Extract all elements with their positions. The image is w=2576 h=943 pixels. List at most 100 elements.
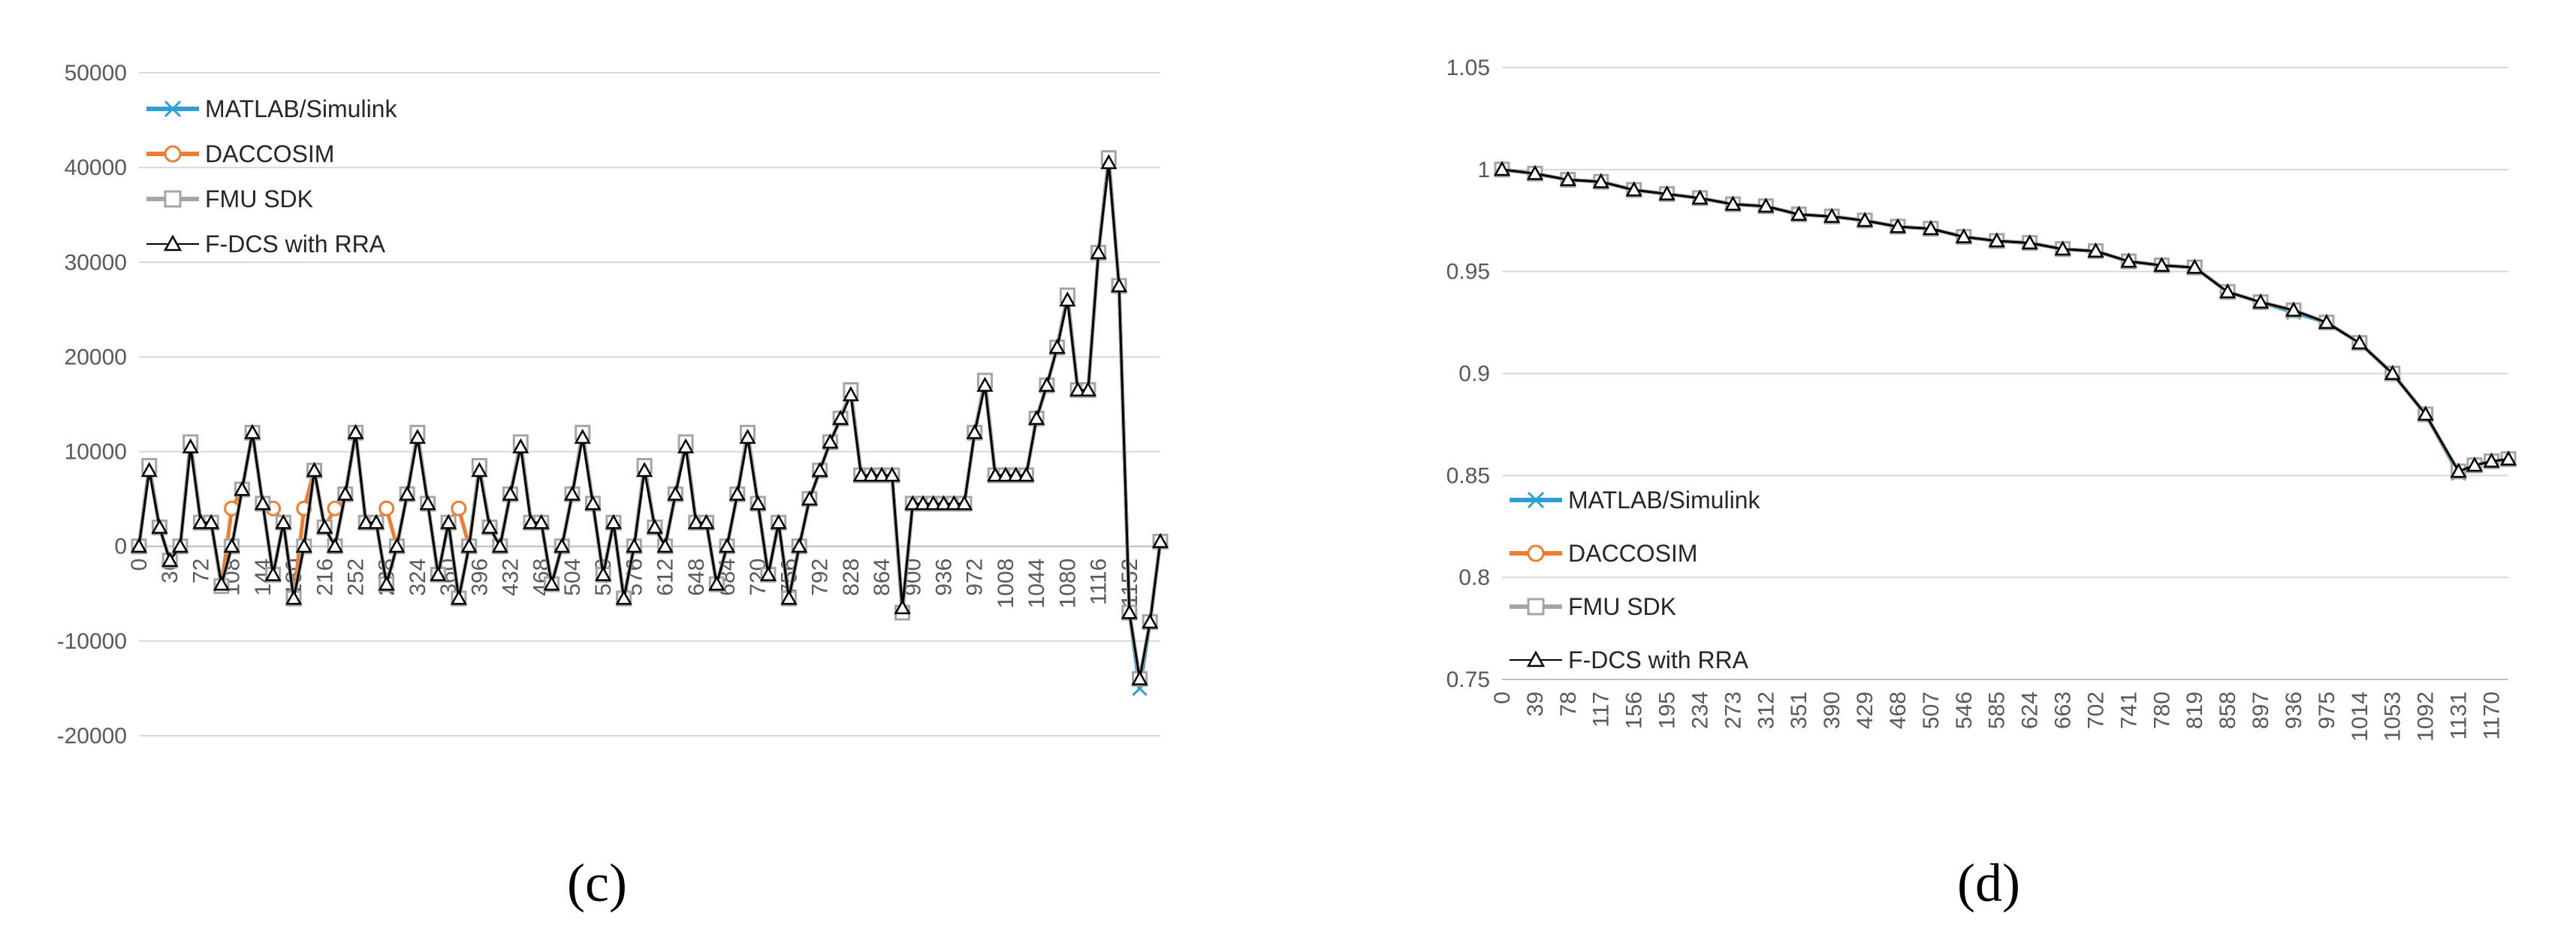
x-tick-label: 828 xyxy=(839,559,864,596)
legend-marker xyxy=(1527,544,1545,562)
data-point xyxy=(976,376,994,392)
data-point xyxy=(264,565,282,582)
y-tick-label: 1.05 xyxy=(1446,56,1490,80)
data-point xyxy=(873,466,891,482)
series-daccosim xyxy=(1494,161,2517,480)
x-tick-label: 972 xyxy=(963,559,988,596)
data-point xyxy=(295,538,312,553)
data-point xyxy=(378,575,395,591)
series-line xyxy=(1501,167,2509,474)
data-point xyxy=(946,495,963,511)
panel-label: (d) xyxy=(1957,853,2020,913)
x-tick-label: 612 xyxy=(653,559,678,596)
data-point xyxy=(1856,212,1874,227)
data-point xyxy=(894,599,911,615)
x-tick-label: 897 xyxy=(2249,691,2273,729)
legend-marker xyxy=(163,234,182,252)
data-point xyxy=(379,500,395,517)
data-point xyxy=(770,514,787,529)
data-point xyxy=(2252,293,2270,309)
legend-label: MATLAB/Simulink xyxy=(205,95,397,122)
data-point xyxy=(1724,195,1742,211)
data-point xyxy=(1069,381,1087,397)
data-point xyxy=(615,589,632,605)
data-point xyxy=(2186,258,2203,274)
data-point xyxy=(1079,381,1096,397)
data-point xyxy=(605,514,623,529)
x-tick-label: 39 xyxy=(1523,691,1548,716)
data-point xyxy=(646,518,663,534)
legend: MATLAB/Simulink DACCOSIM FMU SDK F-DCS with… xyxy=(146,95,397,258)
data-point xyxy=(2318,314,2336,330)
data-point xyxy=(1007,466,1024,482)
data-point xyxy=(1110,277,1128,293)
data-point xyxy=(2351,334,2368,350)
data-point xyxy=(388,538,406,553)
data-point xyxy=(151,518,168,534)
data-point xyxy=(2417,405,2434,421)
data-point xyxy=(1889,218,1907,233)
data-point xyxy=(1757,197,1775,213)
data-point xyxy=(677,438,695,453)
data-point xyxy=(863,466,880,482)
series-f-dcs-with-rra xyxy=(1493,161,2517,478)
data-point xyxy=(1922,220,1940,236)
x-tick-label: 1008 xyxy=(994,559,1018,609)
x-tick-label: 432 xyxy=(499,559,523,596)
data-point xyxy=(728,485,746,501)
data-point xyxy=(1018,466,1035,482)
data-point xyxy=(1691,189,1709,205)
data-point xyxy=(471,462,488,478)
legend-label: MATLAB/Simulink xyxy=(1568,487,1760,514)
y-tick-label: 50000 xyxy=(65,61,127,86)
data-point xyxy=(275,514,292,529)
data-point xyxy=(1028,409,1045,425)
data-point xyxy=(750,495,767,511)
x-tick-label: 117 xyxy=(1589,691,1614,728)
x-tick-label: 975 xyxy=(2315,691,2339,729)
data-point xyxy=(1823,207,1841,223)
data-point xyxy=(1526,164,1544,180)
data-point xyxy=(203,514,220,529)
data-point xyxy=(2450,462,2467,478)
data-point xyxy=(543,575,560,591)
legend-item-fmu-sdk: FMU SDK xyxy=(1510,593,1676,620)
data-point xyxy=(718,538,736,553)
data-point xyxy=(213,575,231,591)
data-point xyxy=(883,466,900,482)
x-tick-label: 72 xyxy=(189,559,213,583)
y-tick-label: 0 xyxy=(114,535,127,559)
data-point xyxy=(2120,252,2137,268)
data-point xyxy=(2021,234,2038,250)
y-tick-label: 0.85 xyxy=(1446,463,1490,488)
legend-marker xyxy=(164,100,182,118)
data-point xyxy=(626,538,643,553)
legend-label: DACCOSIM xyxy=(1568,540,1697,567)
x-tick-label: 1044 xyxy=(1024,559,1049,609)
data-point xyxy=(997,466,1015,482)
data-point xyxy=(966,423,983,439)
x-tick-label: 702 xyxy=(2083,691,2108,729)
x-tick-label: 1092 xyxy=(2414,691,2439,742)
data-point xyxy=(563,485,581,501)
data-point xyxy=(1121,604,1138,619)
legend-label: F-DCS with RRA xyxy=(1568,646,1749,673)
y-tick-label: -10000 xyxy=(57,629,127,654)
data-point xyxy=(171,538,189,553)
x-tick-label: 507 xyxy=(1919,691,1944,729)
x-tick-label: 1116 xyxy=(1087,559,1112,605)
y-tick-label: 10000 xyxy=(65,440,127,465)
x-tick-label: 252 xyxy=(343,559,368,596)
data-point xyxy=(243,423,261,439)
x-tick-label: 663 xyxy=(2051,691,2076,729)
data-point xyxy=(656,538,674,553)
data-point xyxy=(574,429,591,444)
legend-item-daccosim: DACCOSIM xyxy=(1510,540,1697,567)
data-point xyxy=(182,438,199,453)
data-point xyxy=(254,495,271,511)
y-tick-label: 20000 xyxy=(65,345,127,369)
data-point xyxy=(1142,613,1159,629)
x-tick-label: 0 xyxy=(127,559,152,571)
x-tick-label: 741 xyxy=(2116,691,2141,729)
data-point xyxy=(326,538,344,553)
